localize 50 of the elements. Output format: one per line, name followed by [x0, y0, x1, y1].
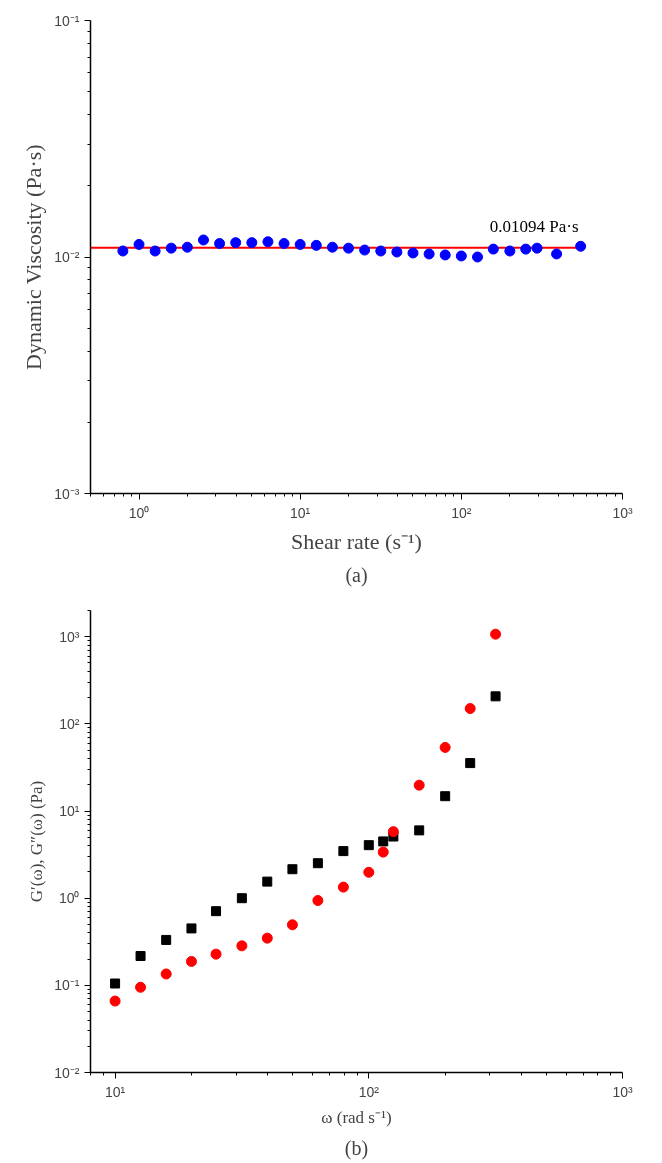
- point: [149, 245, 161, 257]
- y-tick-label: 10⁻²: [54, 249, 80, 265]
- point: [407, 247, 419, 259]
- point: [294, 238, 306, 250]
- point: [165, 242, 177, 254]
- point: [551, 248, 563, 260]
- point: [117, 245, 129, 257]
- y-tick-label: 10⁻²: [54, 1064, 80, 1081]
- y-tick-label: 10¹: [59, 803, 80, 820]
- y-tick-label: 10⁻³: [54, 485, 80, 502]
- point: [197, 234, 209, 246]
- point: [520, 243, 532, 255]
- point: [359, 244, 371, 256]
- x-axis-title: ω (rad s⁻¹): [321, 1107, 392, 1127]
- point: [504, 245, 516, 257]
- y-tick-label: 10⁻¹: [54, 12, 80, 29]
- x-tick-label: 10⁰: [128, 504, 150, 521]
- text: (a): [345, 563, 368, 587]
- x-tick-label: 10²: [358, 1083, 380, 1100]
- point: [455, 250, 467, 262]
- y-axis-title: G′(ω), G″(ω) (Pa): [27, 780, 47, 903]
- x-tick-label: 10³: [612, 1083, 633, 1100]
- point: [375, 245, 387, 257]
- annotation: 0.01094 Pa·s: [489, 216, 579, 236]
- y-tick-label: 10²: [59, 715, 80, 732]
- y-tick-label: 10⁰: [58, 890, 80, 907]
- point: [391, 246, 403, 258]
- point: [133, 238, 145, 250]
- x-tick-label: 10¹: [290, 504, 311, 521]
- point: [423, 248, 435, 260]
- point: [262, 236, 274, 248]
- point: [310, 239, 322, 251]
- point: [181, 241, 193, 253]
- point: [439, 249, 451, 261]
- point: [214, 238, 226, 250]
- y-tick-label: 10³: [59, 628, 80, 645]
- point: [326, 241, 338, 253]
- y-axis-title: Dynamic Viscosity (Pa·s): [21, 144, 47, 370]
- point: [278, 238, 290, 250]
- x-tick-label: 10³: [612, 504, 633, 521]
- point: [487, 243, 499, 255]
- x-tick-label: 10¹: [104, 1083, 126, 1100]
- y-tick-label: 10⁻¹: [54, 977, 80, 994]
- text: (b): [344, 1136, 369, 1160]
- x-axis-title: Shear rate (s⁻¹): [291, 528, 422, 554]
- point: [246, 237, 258, 249]
- point: [472, 251, 484, 263]
- x-tick-label: 10²: [451, 504, 472, 521]
- point: [230, 237, 242, 249]
- point: [343, 242, 355, 254]
